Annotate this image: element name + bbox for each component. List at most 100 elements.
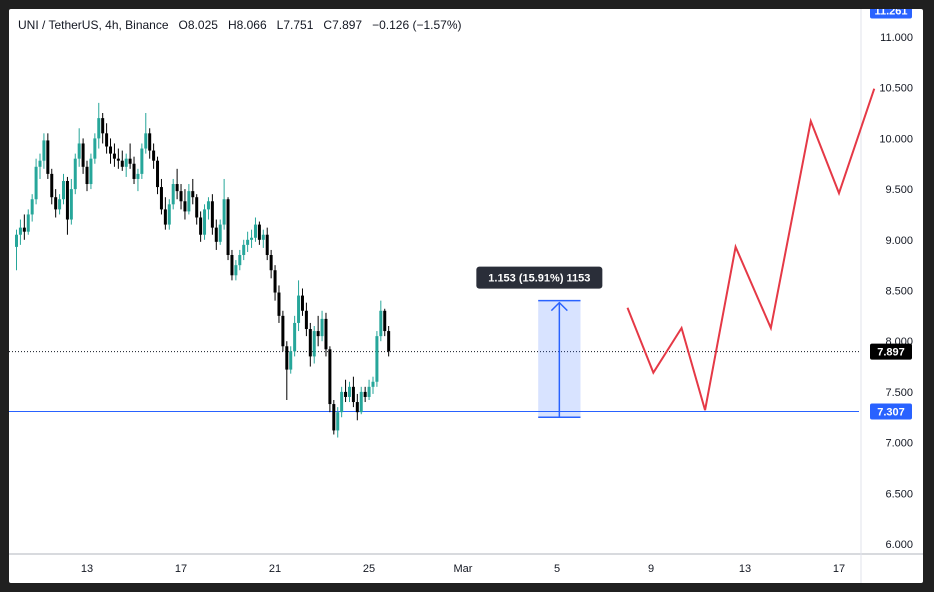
time-tick-label: 9: [648, 563, 654, 575]
candle-body: [109, 146, 113, 154]
time-tick-label: 25: [363, 563, 375, 575]
symbol-name[interactable]: UNI / TetherUS, 4h, Binance: [18, 18, 169, 32]
open-value: 8.025: [187, 18, 218, 32]
candle-body: [69, 189, 73, 220]
candle-body: [30, 199, 34, 215]
candle-body: [195, 197, 199, 218]
symbol-legend: UNI / TetherUS, 4h, Binance O8.025 H8.06…: [18, 18, 462, 32]
time-tick-label: 21: [269, 563, 281, 575]
candle-body: [171, 184, 175, 205]
candle-body: [289, 351, 293, 370]
candle-body: [50, 173, 54, 198]
price-tick-label: 7.000: [885, 438, 913, 450]
change-value: −0.126 (−1.57%): [372, 18, 462, 32]
price-tick-label: 7.500: [885, 387, 913, 399]
price-tick-label: 6.500: [885, 488, 913, 500]
high-value: 8.066: [236, 18, 267, 32]
candle-body: [81, 143, 85, 167]
price-tick-label: 9.000: [885, 235, 913, 247]
candle-body: [344, 391, 348, 397]
candle-body: [18, 227, 22, 235]
price-tick-label: 8.500: [885, 286, 913, 298]
candle-body: [355, 402, 359, 413]
support-price-tag-bg: [870, 403, 912, 420]
price-tick-label: 9.500: [885, 184, 913, 196]
chart-svg[interactable]: 11.00010.50010.0009.5009.0008.5008.0007.…: [9, 9, 923, 583]
time-tick-label: 13: [739, 563, 751, 575]
candle-body: [347, 386, 351, 397]
candle-body: [105, 133, 109, 147]
candle-body: [210, 201, 214, 228]
price-tick-label: 10.500: [879, 83, 913, 95]
candle-body: [132, 163, 136, 179]
candle-body: [293, 322, 297, 352]
support-price-tag: 7.307: [877, 406, 905, 418]
candle-body: [140, 148, 144, 174]
candle-body: [222, 199, 226, 225]
candle-body: [336, 412, 340, 431]
time-tick-label: 17: [175, 563, 187, 575]
candle-body: [238, 255, 242, 266]
candle-body: [183, 201, 187, 212]
candle-body: [179, 191, 183, 202]
candle-body: [26, 214, 30, 232]
candle-body: [226, 199, 230, 256]
last-price-tag-bg: [870, 343, 912, 360]
candle-body: [351, 386, 355, 403]
candle-body: [363, 391, 367, 397]
close-label: C: [323, 18, 333, 32]
last-price-tag: 7.897: [877, 347, 905, 359]
candle-body: [230, 255, 234, 276]
time-tick-label: 5: [554, 563, 560, 575]
candle-body: [65, 180, 69, 220]
candle-body: [124, 158, 128, 167]
candle-body: [300, 295, 304, 311]
time-tick-label: 13: [81, 563, 93, 575]
candle-body: [359, 391, 363, 413]
candle-body: [15, 234, 18, 247]
candle-body: [375, 336, 379, 382]
candle-body: [38, 160, 42, 167]
candle-body: [379, 310, 383, 337]
candle-body: [265, 234, 269, 256]
low-value: 7.751: [283, 18, 314, 32]
time-tick-label: Mar: [454, 563, 473, 575]
candle-body: [328, 349, 332, 405]
candle-body: [167, 204, 171, 225]
candle-body: [34, 166, 38, 200]
candle-body: [58, 199, 62, 210]
price-tick-label: 6.000: [885, 539, 913, 551]
candle-body: [324, 318, 328, 350]
time-tick-label: 17: [833, 563, 845, 575]
measure-label-box: [476, 266, 603, 289]
candle-body: [316, 331, 320, 337]
candle-body: [304, 310, 308, 330]
candle-body: [332, 404, 336, 431]
candle-body: [234, 265, 238, 276]
projection-line: [626, 88, 876, 411]
candle-body: [156, 160, 160, 188]
candle-body: [281, 315, 285, 347]
candle-body: [383, 310, 387, 332]
price-tick-label: 10.000: [879, 133, 913, 145]
candle-body: [73, 158, 77, 190]
candle-body: [277, 292, 281, 316]
candle-body: [136, 173, 140, 179]
candle-body: [112, 153, 116, 159]
candle-body: [159, 187, 163, 210]
candle-body: [128, 158, 132, 164]
price-tick-label: 11.000: [880, 32, 913, 44]
candle-body: [85, 166, 89, 185]
candle-body: [367, 386, 371, 397]
candle-body: [101, 118, 105, 134]
candle-body: [77, 143, 81, 159]
candle-body: [148, 133, 152, 151]
candle-body: [297, 295, 301, 323]
low-label: L: [276, 18, 284, 32]
candle-body: [253, 224, 257, 238]
candle-body: [206, 201, 210, 210]
open-label: O: [178, 18, 188, 32]
measure-arrow-head: [550, 301, 568, 312]
candle-body: [116, 158, 120, 161]
candle-body: [320, 318, 324, 337]
